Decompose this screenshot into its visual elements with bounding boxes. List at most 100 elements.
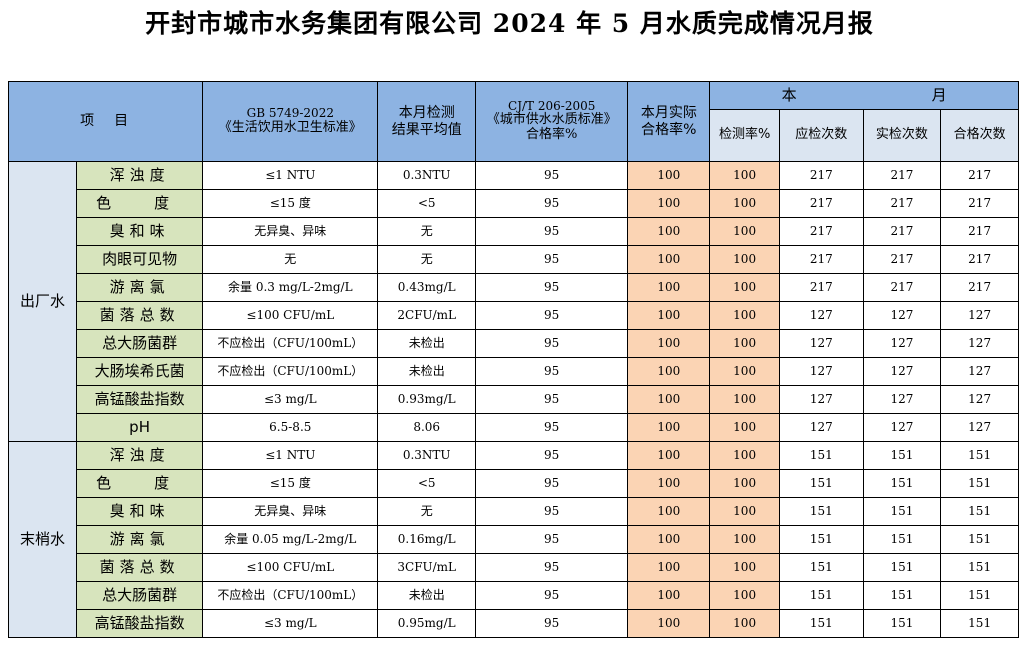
gb-standard-value: 余量 0.05 mg/L-2mg/L bbox=[202, 525, 379, 554]
item-name: 臭和味 bbox=[76, 497, 204, 526]
gb-standard-value: ≤100 CFU/mL bbox=[202, 301, 379, 330]
header-should-count: 应检次数 bbox=[779, 109, 864, 162]
pass-count: 127 bbox=[940, 413, 1019, 442]
actual-count: 217 bbox=[862, 273, 942, 302]
actual-count: 217 bbox=[862, 245, 942, 274]
monthly-average-value: 8.06 bbox=[377, 413, 476, 442]
should-count: 151 bbox=[779, 609, 864, 638]
actual-count: 151 bbox=[862, 497, 942, 526]
actual-count: 151 bbox=[862, 581, 942, 610]
cj-pass-rate: 95 bbox=[474, 245, 629, 274]
table-row: 色 度 ≤15 度 <5 95 100 100 151 151 151 bbox=[9, 469, 1019, 498]
table-row: 臭和味 无异臭、异味无 95 100 100 151 151 151 bbox=[9, 497, 1019, 526]
item-name: 色 度 bbox=[76, 189, 204, 218]
should-count: 151 bbox=[779, 469, 864, 498]
gb-standard-value: 无异臭、异味 bbox=[202, 217, 379, 246]
should-count: 217 bbox=[779, 245, 864, 274]
should-count: 151 bbox=[779, 525, 864, 554]
monthly-average-value: 2CFU/mL bbox=[377, 301, 476, 330]
pass-count: 217 bbox=[940, 217, 1019, 246]
gb-standard-value: 不应检出（CFU/100mL） bbox=[202, 329, 379, 358]
should-count: 127 bbox=[779, 357, 864, 386]
header-cj-standard: CJ/T 206-2005 《城市供水水质标准》 合格率% bbox=[474, 81, 629, 162]
cj-pass-rate: 95 bbox=[474, 525, 629, 554]
item-name: 大肠埃希氏菌 bbox=[76, 357, 204, 386]
pass-count: 151 bbox=[940, 497, 1019, 526]
item-name: 高锰酸盐指数 bbox=[76, 609, 204, 638]
gb-standard-value: 不应检出（CFU/100mL） bbox=[202, 581, 379, 610]
actual-pass-rate: 100 bbox=[627, 301, 711, 330]
item-name: 菌落总数 bbox=[76, 553, 204, 582]
item-name: 游离氯 bbox=[76, 273, 204, 302]
cj-pass-rate: 95 bbox=[474, 273, 629, 302]
detect-rate: 100 bbox=[709, 441, 781, 470]
monthly-average-value: 未检出 bbox=[377, 357, 476, 386]
detect-rate: 100 bbox=[709, 497, 781, 526]
monthly-average-value: 无 bbox=[377, 497, 476, 526]
monthly-average-value: 0.95mg/L bbox=[377, 609, 476, 638]
actual-count: 127 bbox=[862, 385, 942, 414]
item-name: 游离氯 bbox=[76, 525, 204, 554]
gb-standard-value: 不应检出（CFU/100mL） bbox=[202, 357, 379, 386]
detect-rate: 100 bbox=[709, 161, 781, 190]
header-this-month: 本月 bbox=[709, 81, 1019, 110]
should-count: 217 bbox=[779, 217, 864, 246]
detect-rate: 100 bbox=[709, 245, 781, 274]
pass-count: 127 bbox=[940, 385, 1019, 414]
header-actual-pass-rate: 本月实际 合格率% bbox=[627, 81, 711, 162]
actual-count: 151 bbox=[862, 441, 942, 470]
pass-count: 151 bbox=[940, 553, 1019, 582]
cj-pass-rate: 95 bbox=[474, 301, 629, 330]
detect-rate: 100 bbox=[709, 469, 781, 498]
table-row: 大肠埃希氏菌 不应检出（CFU/100mL） 未检出 95 100 100 127 127 12… bbox=[9, 357, 1019, 386]
actual-pass-rate: 100 bbox=[627, 189, 711, 218]
pass-count: 127 bbox=[940, 357, 1019, 386]
item-name: 浑浊度 bbox=[76, 161, 204, 190]
cj-pass-rate: 95 bbox=[474, 581, 629, 610]
header-item: 项 目 bbox=[7, 81, 204, 162]
actual-pass-rate: 100 bbox=[627, 525, 711, 554]
monthly-average-value: 3CFU/mL bbox=[377, 553, 476, 582]
actual-count: 127 bbox=[862, 357, 942, 386]
actual-pass-rate: 100 bbox=[627, 609, 711, 638]
actual-pass-rate: 100 bbox=[627, 469, 711, 498]
detect-rate: 100 bbox=[709, 301, 781, 330]
pass-count: 217 bbox=[940, 273, 1019, 302]
table-row: 游离氯 余量 0.3 mg/L-2mg/L 0.43mg/L 95 100 100 217 2… bbox=[9, 273, 1019, 302]
table-row: 菌落总数 ≤100 CFU/mL 3CFU/mL 95 100 100 151 151 151 bbox=[9, 553, 1019, 582]
should-count: 217 bbox=[779, 189, 864, 218]
header-pass-count: 合格次数 bbox=[940, 109, 1019, 162]
actual-pass-rate: 100 bbox=[627, 161, 711, 190]
actual-pass-rate: 100 bbox=[627, 385, 711, 414]
gb-standard-value: ≤1 NTU bbox=[202, 441, 379, 470]
should-count: 217 bbox=[779, 161, 864, 190]
monthly-average-value: 未检出 bbox=[377, 581, 476, 610]
should-count: 151 bbox=[779, 581, 864, 610]
should-count: 217 bbox=[779, 273, 864, 302]
group-label-end: 末梢水 bbox=[7, 441, 78, 638]
table-row: 菌落总数 ≤100 CFU/mL 2CFU/mL 95 100 100 127 127 127 bbox=[9, 301, 1019, 330]
table-row: 游离氯 余量 0.05 mg/L-2mg/L 0.16mg/L 95 100 100 151… bbox=[9, 525, 1019, 554]
cj-pass-rate: 95 bbox=[474, 217, 629, 246]
actual-pass-rate: 100 bbox=[627, 553, 711, 582]
gb-standard-value: ≤3 mg/L bbox=[202, 609, 379, 638]
actual-count: 217 bbox=[862, 161, 942, 190]
should-count: 151 bbox=[779, 497, 864, 526]
detect-rate: 100 bbox=[709, 553, 781, 582]
detect-rate: 100 bbox=[709, 609, 781, 638]
item-name: pH bbox=[76, 413, 204, 442]
monthly-average-value: 无 bbox=[377, 217, 476, 246]
header-monthly-average: 本月检测 结果平均值 bbox=[377, 81, 476, 162]
gb-standard-value: 无 bbox=[202, 245, 379, 274]
actual-pass-rate: 100 bbox=[627, 273, 711, 302]
actual-pass-rate: 100 bbox=[627, 413, 711, 442]
group-label-plant: 出厂水 bbox=[7, 161, 78, 442]
cj-pass-rate: 95 bbox=[474, 357, 629, 386]
monthly-average-value: 0.3NTU bbox=[377, 161, 476, 190]
gb-standard-value: 6.5-8.5 bbox=[202, 413, 379, 442]
table-row: 总大肠菌群 不应检出（CFU/100mL） 未检出 95 100 100 127 127 127 bbox=[9, 329, 1019, 358]
cj-pass-rate: 95 bbox=[474, 553, 629, 582]
detect-rate: 100 bbox=[709, 581, 781, 610]
gb-standard-value: ≤15 度 bbox=[202, 469, 379, 498]
actual-pass-rate: 100 bbox=[627, 497, 711, 526]
